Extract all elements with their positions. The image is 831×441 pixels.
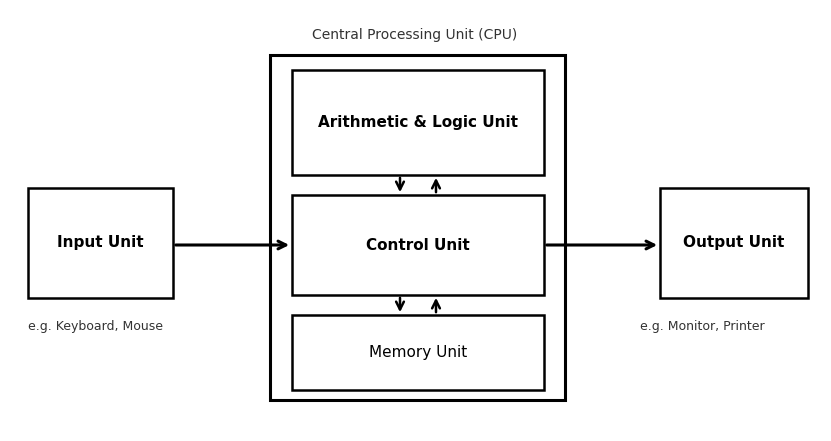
Text: Central Processing Unit (CPU): Central Processing Unit (CPU) [312, 28, 518, 42]
FancyBboxPatch shape [292, 195, 544, 295]
FancyBboxPatch shape [292, 70, 544, 175]
Text: e.g. Keyboard, Mouse: e.g. Keyboard, Mouse [28, 320, 163, 333]
Text: Output Unit: Output Unit [683, 235, 784, 250]
FancyBboxPatch shape [28, 188, 173, 298]
Text: Arithmetic & Logic Unit: Arithmetic & Logic Unit [318, 115, 518, 130]
FancyBboxPatch shape [660, 188, 808, 298]
FancyBboxPatch shape [292, 315, 544, 390]
Text: Memory Unit: Memory Unit [369, 345, 467, 360]
Text: e.g. Monitor, Printer: e.g. Monitor, Printer [640, 320, 765, 333]
Text: Control Unit: Control Unit [366, 238, 470, 253]
Text: Input Unit: Input Unit [57, 235, 144, 250]
FancyBboxPatch shape [270, 55, 565, 400]
